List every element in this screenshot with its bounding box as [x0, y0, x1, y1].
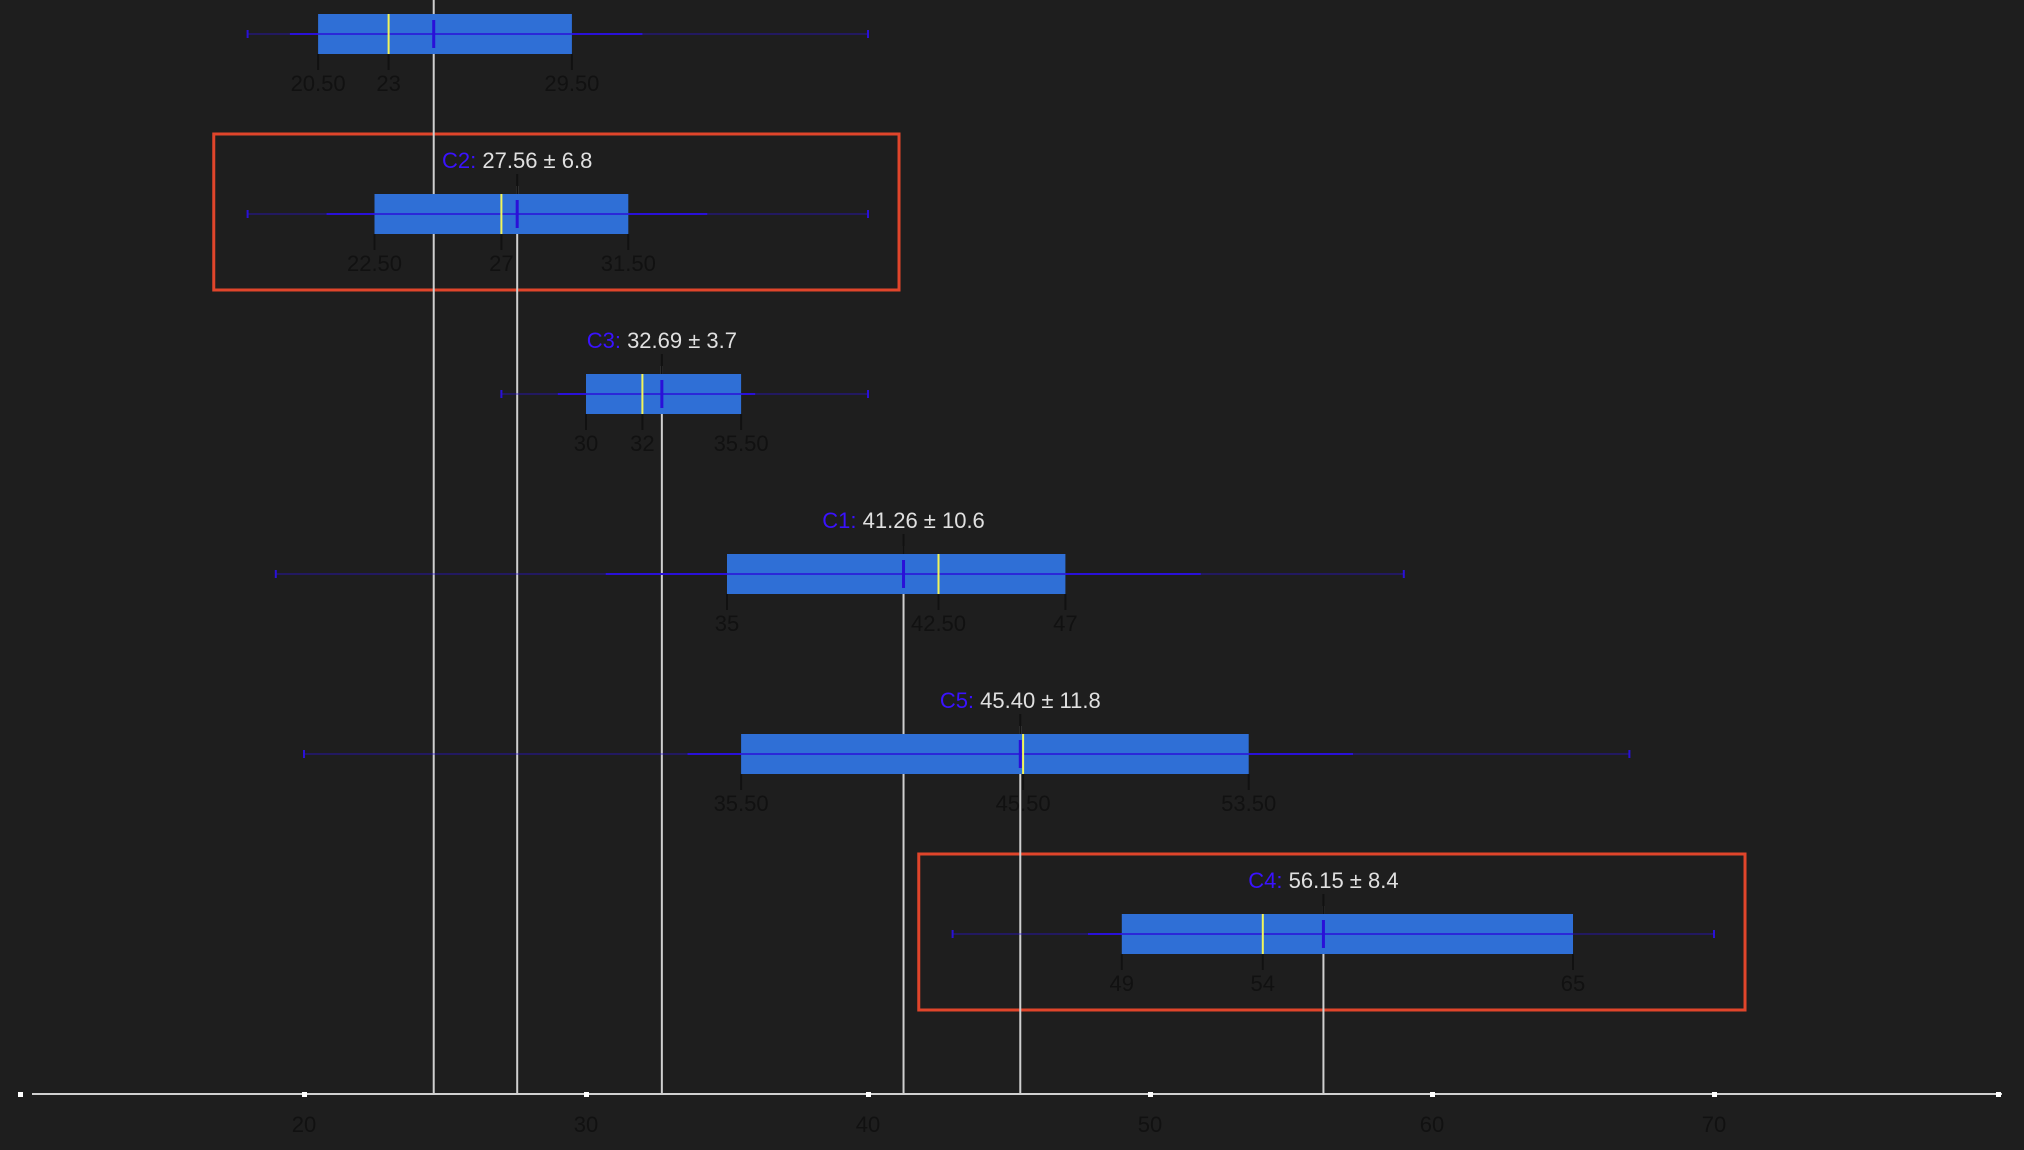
x-axis-tick — [1430, 1092, 1435, 1097]
series-summary: 45.40 ± 11.8 — [980, 688, 1101, 713]
box-tick-label: 65 — [1561, 971, 1585, 996]
series-summary: 27.56 ± 6.8 — [482, 148, 592, 173]
x-axis-tick-label: 20 — [292, 1112, 316, 1137]
series-name: C2: — [442, 148, 482, 173]
x-axis-tick — [1712, 1092, 1717, 1097]
box-tick-label: 45.50 — [996, 791, 1051, 816]
summary-label: C5: 45.40 ± 11.8 — [940, 688, 1101, 713]
mean-lines-layer — [432, 0, 1325, 1094]
x-axis-tick — [584, 1092, 589, 1097]
series-summary: 32.69 ± 3.7 — [627, 328, 737, 353]
box-tick-label: 29.50 — [544, 71, 599, 96]
x-axis-tick — [1996, 1092, 2001, 1097]
series-name: C5: — [940, 688, 980, 713]
box-tick-label: 35.50 — [714, 791, 769, 816]
box-tick-label: 42.50 — [911, 611, 966, 636]
summary-label: C1: 41.26 ± 10.6 — [822, 508, 985, 533]
series-name: C4: — [1248, 868, 1288, 893]
box-tick-label: 53.50 — [1221, 791, 1276, 816]
series-unlabeled: 20.50 23 29.50 — [246, 14, 869, 96]
box-tick-label: 49 — [1110, 971, 1134, 996]
series-name: C1: — [822, 508, 862, 533]
series-c5: 35.50 45.50 53.50 C5: 45.40 ± 11.8 — [303, 688, 1631, 816]
x-axis-tick-label: 50 — [1138, 1112, 1162, 1137]
summary-label: C4: 56.15 ± 8.4 — [1248, 868, 1398, 893]
x-axis-tick-label: 30 — [574, 1112, 598, 1137]
box-tick-label: 22.50 — [347, 251, 402, 276]
series-name: C3: — [587, 328, 627, 353]
box-tick-label: 54 — [1251, 971, 1275, 996]
box-tick-label: 31.50 — [601, 251, 656, 276]
box-tick-label: 47 — [1053, 611, 1077, 636]
box-tick-label: 35 — [715, 611, 739, 636]
highlight-box — [212, 132, 901, 292]
x-axis-tick-label: 60 — [1420, 1112, 1444, 1137]
box-tick-label: 30 — [574, 431, 598, 456]
x-axis-tick — [866, 1092, 871, 1097]
summary-label: C2: 27.56 ± 6.8 — [442, 148, 592, 173]
x-axis-tick-label: 70 — [1702, 1112, 1726, 1137]
series-layer: 20.50 23 29.50 22.50 27 31.50 C2: 27.56 ± 6.8 3… — [246, 14, 1715, 996]
series-summary: 56.15 ± 8.4 — [1289, 868, 1399, 893]
series-c2: 22.50 27 31.50 C2: 27.56 ± 6.8 — [246, 148, 869, 276]
x-axis-tick — [18, 1092, 23, 1097]
highlights-layer — [212, 132, 1747, 1012]
box-tick-label: 20.50 — [291, 71, 346, 96]
box-tick-label: 35.50 — [714, 431, 769, 456]
series-summary: 41.26 ± 10.6 — [863, 508, 985, 533]
x-axis-tick — [1148, 1092, 1153, 1097]
series-c1: 35 42.50 47 C1: 41.26 ± 10.6 — [274, 508, 1405, 636]
summary-label: C3: 32.69 ± 3.7 — [587, 328, 737, 353]
x-axis-tick — [302, 1092, 307, 1097]
highlight-box — [917, 852, 1747, 1012]
series-c3: 30 32 35.50 C3: 32.69 ± 3.7 — [500, 328, 869, 456]
series-c4: 49 54 65 C4: 56.15 ± 8.4 — [951, 868, 1715, 996]
box-tick-label: 27 — [489, 251, 513, 276]
box-tick-label: 23 — [376, 71, 400, 96]
box-tick-label: 32 — [630, 431, 654, 456]
x-axis-tick-label: 40 — [856, 1112, 880, 1137]
x-axis: 20 30 40 50 60 70 — [18, 1092, 2002, 1137]
